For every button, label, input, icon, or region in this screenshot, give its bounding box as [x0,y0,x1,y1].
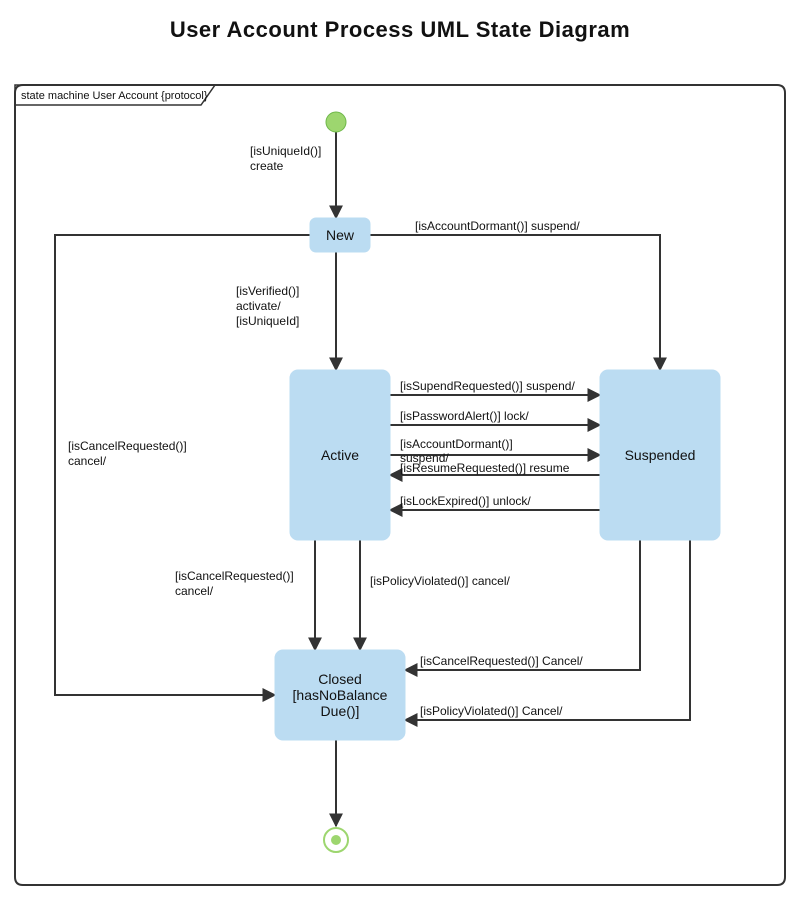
edge-label-init-new-0: [isUniqueId()] [250,144,321,158]
state-label-closed-2: Due()] [321,703,360,719]
state-label-closed-1: [hasNoBalance [293,687,388,703]
edge-label-active-suspended-3-0: [isAccountDormant()] [400,437,513,451]
edge-label-active-closed-1-0: [isCancelRequested()] [175,569,294,583]
state-label-suspended-0: Suspended [625,447,696,463]
diagram-page: User Account Process UML State Diagram s… [0,0,800,910]
edge-label-active-suspended-1-0: [isSupendRequested()] suspend/ [400,379,575,393]
edge-label-new-active-2: [isUniqueId] [236,314,299,328]
initial-state [326,112,346,132]
final-state-dot [331,835,341,845]
edge-label-active-closed-1-1: cancel/ [175,584,214,598]
state-label-new-0: New [326,227,355,243]
state-label-closed-0: Closed [318,671,362,687]
edge-label-init-new-1: create [250,159,284,173]
diagram-svg: state machine User Account {protocol} Ne… [0,0,800,910]
edge-label-active-suspended-2-0: [isPasswordAlert()] lock/ [400,409,529,423]
edge-label-new-closed-left-0: [isCancelRequested()] [68,439,187,453]
edge-label-suspended-closed-1-0: [isCancelRequested()] Cancel/ [420,654,583,668]
frame-label: state machine User Account {protocol} [21,90,208,102]
edge-label-new-suspended-0: [isAccountDormant()] suspend/ [415,219,580,233]
edge-suspended-closed-1 [405,540,640,670]
edge-label-suspended-closed-2-0: [isPolicyViolated()] Cancel/ [420,704,563,718]
edge-label-suspended-active-1-0: [isResumeRequested()] resume [400,461,570,475]
edge-label-new-closed-left-1: cancel/ [68,454,107,468]
edge-label-new-active-1: activate/ [236,299,281,313]
state-label-active-0: Active [321,447,359,463]
edge-label-active-closed-2-0: [isPolicyViolated()] cancel/ [370,574,511,588]
edge-label-new-active-0: [isVerified()] [236,284,299,298]
edge-label-suspended-active-2-0: [isLockExpired()] unlock/ [400,494,531,508]
edge-suspended-closed-2 [405,540,690,720]
edge-new-suspended [370,235,660,370]
